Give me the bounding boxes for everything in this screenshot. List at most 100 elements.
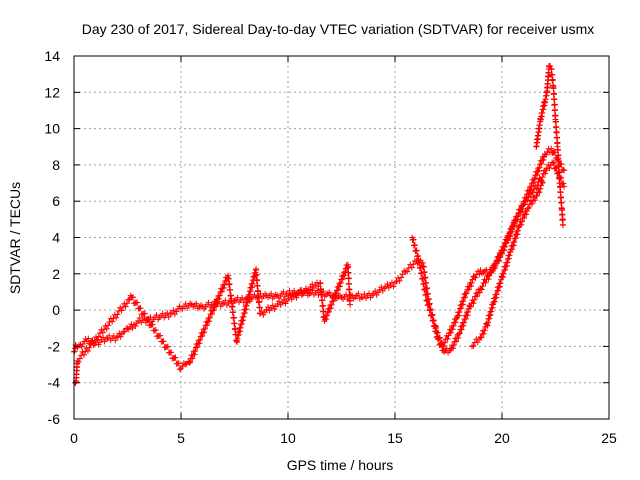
early-scatter-point <box>194 344 201 351</box>
early-scatter-point <box>346 280 353 287</box>
x-tick-label: 20 <box>494 430 510 446</box>
early-scatter-point <box>271 306 278 313</box>
early-scatter-point <box>94 336 101 343</box>
main-track-point <box>543 151 550 158</box>
secondary-track-point <box>509 226 516 233</box>
secondary-track-point <box>488 269 495 276</box>
early-scatter-point <box>323 312 330 319</box>
early-scatter-point <box>90 340 97 347</box>
early-scatter-point <box>280 296 287 303</box>
early-scatter-point <box>215 295 222 302</box>
secondary-track-point <box>520 201 527 208</box>
early-scatter-point <box>230 314 237 321</box>
peak-spikes-point <box>558 199 565 206</box>
early-scatter-point <box>302 285 309 292</box>
peak-spikes-point <box>557 188 564 195</box>
late-branch-point <box>515 227 522 234</box>
early-scatter-point <box>337 279 344 286</box>
main-track-point <box>75 342 82 349</box>
early-scatter-point <box>261 309 268 316</box>
early-scatter-point <box>263 306 270 313</box>
secondary-track-point <box>462 294 469 301</box>
early-scatter-point <box>317 286 324 293</box>
main-track-point <box>471 296 478 303</box>
early-scatter-point <box>168 349 175 356</box>
early-scatter-point <box>319 297 326 304</box>
early-scatter-point <box>75 359 82 366</box>
late-branch-point <box>509 246 516 253</box>
peak-spikes-point <box>549 71 556 78</box>
early-scatter-point <box>123 300 130 307</box>
main-track-point <box>462 315 469 322</box>
peak-spikes-point <box>551 96 558 103</box>
secondary-track-point <box>430 317 437 324</box>
main-track-point <box>470 300 477 307</box>
secondary-track-point <box>422 286 429 293</box>
secondary-track-point <box>501 243 508 250</box>
late-branch-point <box>493 294 500 301</box>
main-track-point <box>113 334 120 341</box>
early-scatter-point <box>137 305 144 312</box>
secondary-track-point <box>455 312 462 319</box>
peak-spikes-point <box>559 216 566 223</box>
early-scatter-point <box>254 282 261 289</box>
late-branch-point <box>538 178 545 185</box>
early-scatter-point <box>298 286 305 293</box>
main-track-point <box>465 308 472 315</box>
early-scatter-point <box>218 288 225 295</box>
early-scatter-point <box>272 303 279 310</box>
early-scatter-point <box>129 294 136 301</box>
late-branch-point <box>518 221 525 228</box>
x-tick-label: 0 <box>70 430 78 446</box>
early-scatter-point <box>114 311 121 318</box>
early-scatter-point <box>186 359 193 366</box>
secondary-track-point <box>499 250 505 257</box>
secondary-track-point <box>423 291 430 298</box>
secondary-track-point <box>524 197 531 204</box>
main-track-point <box>378 284 385 291</box>
secondary-track-point <box>507 229 514 236</box>
x-tick-label: 15 <box>387 430 403 446</box>
early-scatter-point <box>157 332 164 339</box>
early-scatter-point <box>256 304 263 311</box>
secondary-track-point <box>429 311 436 318</box>
late-branch-point <box>537 185 544 192</box>
early-scatter-point <box>95 333 102 340</box>
early-scatter-point <box>345 274 352 281</box>
early-scatter-point <box>337 283 344 290</box>
secondary-track-point <box>517 209 524 216</box>
secondary-track-point <box>551 159 558 166</box>
early-scatter-point <box>175 360 182 367</box>
early-scatter-point <box>346 291 353 298</box>
early-scatter-point <box>113 314 120 321</box>
late-branch-point <box>539 180 546 187</box>
main-track-point <box>165 313 172 320</box>
main-track-point <box>455 334 462 341</box>
peak-spikes-point <box>559 221 566 228</box>
secondary-track-point <box>450 322 457 329</box>
early-scatter-point <box>208 310 215 317</box>
main-track-point <box>536 164 543 171</box>
secondary-track-point <box>514 216 521 223</box>
early-scatter-point <box>345 269 352 276</box>
early-scatter-point <box>122 303 129 310</box>
secondary-track-point <box>459 301 466 308</box>
main-track-point <box>456 330 463 337</box>
early-scatter-point <box>213 299 220 306</box>
late-branch-point <box>502 266 509 273</box>
early-scatter-point <box>84 347 91 354</box>
main-track-point <box>474 293 481 300</box>
early-scatter-point <box>216 292 223 299</box>
early-scatter-point <box>226 281 233 288</box>
y-axis-label: SDTVAR / TECUs <box>7 182 23 294</box>
peak-spikes-point <box>554 146 561 153</box>
early-scatter-point <box>228 297 235 304</box>
early-scatter-point <box>317 280 324 287</box>
peak-spikes-point <box>550 85 557 92</box>
secondary-track-point <box>433 324 440 331</box>
secondary-track-point <box>452 319 459 326</box>
secondary-track-point <box>411 242 418 249</box>
secondary-track-point <box>511 222 518 229</box>
early-scatter-point <box>258 308 265 315</box>
secondary-track-point <box>492 262 499 269</box>
